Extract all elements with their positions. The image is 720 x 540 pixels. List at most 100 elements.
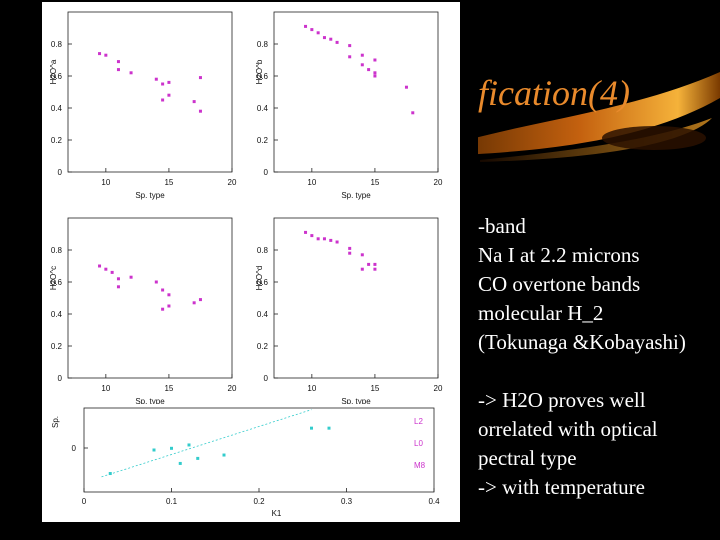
data-point — [348, 55, 352, 59]
y-tick-label: 0.6 — [51, 72, 63, 81]
x-tick-label: 0.1 — [166, 497, 178, 506]
chart-panel-4: 0 0.2 0.4 0.6 0.8 10 15 20 Sp. type H2O^d — [248, 208, 460, 410]
data-point — [198, 109, 202, 113]
y-tick-label: 0.2 — [257, 136, 269, 145]
plot-frame — [83, 407, 435, 493]
data-point — [198, 298, 202, 302]
data-point — [167, 80, 171, 84]
data-point — [310, 28, 314, 32]
data-point — [161, 307, 165, 311]
scatter-plot-4: 0 0.2 0.4 0.6 0.8 10 15 20 Sp. type H2O^d — [255, 217, 443, 406]
y-tick-label: 0.8 — [51, 40, 63, 49]
data-point — [192, 100, 196, 104]
slide-edge-mask — [460, 0, 478, 540]
y-tick-label: 0 — [264, 168, 269, 177]
y-tick-label: 0.4 — [51, 104, 63, 113]
y-tick-label: 0 — [264, 374, 269, 383]
y-axis-label: H2O^c — [49, 266, 58, 290]
legend-label: L0 — [414, 439, 423, 448]
data-point — [316, 31, 320, 35]
bullet-line: molecular H_2 — [478, 301, 604, 325]
y-axis-label: H2O^b — [255, 59, 264, 84]
data-point — [367, 262, 371, 266]
data-point — [335, 40, 339, 44]
data-point — [196, 456, 200, 460]
scatter-plot-2: 0 0.2 0.4 0.6 0.8 10 15 20 Sp. type H2O^b — [255, 11, 443, 200]
data-point — [310, 426, 313, 430]
data-point — [167, 93, 171, 97]
data-point — [116, 68, 120, 72]
y-tick-label: 0.2 — [51, 136, 63, 145]
data-point — [104, 267, 108, 271]
data-point — [161, 288, 165, 292]
data-point — [404, 85, 408, 89]
x-tick-label: 0 — [82, 497, 87, 506]
bullet-line: pectral type — [478, 446, 577, 470]
y-tick-label: 0.2 — [257, 342, 269, 351]
data-point — [98, 264, 102, 268]
fit-line — [101, 409, 312, 478]
data-point — [304, 24, 308, 28]
data-point — [329, 238, 333, 242]
bullet-line: Na I at 2.2 microns — [478, 243, 640, 267]
x-tick-label: 10 — [307, 178, 316, 187]
data-point — [348, 44, 352, 48]
x-tick-label: 10 — [101, 384, 110, 393]
bullet-line: -band — [478, 214, 526, 238]
data-point — [373, 267, 377, 271]
y-tick-label: 0.8 — [257, 40, 269, 49]
data-point — [373, 74, 377, 78]
legend-label: M8 — [414, 461, 426, 470]
data-point — [161, 82, 165, 86]
data-point — [116, 285, 120, 289]
title-swoosh-graphic — [440, 72, 720, 162]
data-point — [152, 448, 156, 452]
data-point — [170, 446, 173, 450]
data-point — [373, 262, 377, 266]
y-tick-label: 0.6 — [257, 72, 269, 81]
data-point — [110, 270, 114, 274]
data-point — [360, 53, 364, 57]
data-point — [129, 71, 133, 75]
data-point — [360, 63, 364, 67]
data-point — [116, 60, 120, 64]
data-point — [116, 277, 120, 281]
x-axis-label: K1 — [272, 509, 282, 518]
data-point — [367, 68, 371, 72]
data-point — [154, 77, 158, 81]
x-tick-label: 0.2 — [253, 497, 265, 506]
data-point — [98, 52, 102, 56]
legend-label: L2 — [414, 417, 423, 426]
y-tick-label: 0 — [72, 444, 77, 453]
x-axis-label: Sp. type — [341, 397, 371, 406]
x-tick-label: 0.3 — [341, 497, 353, 506]
chart-panel-5: 0 0.1 0.2 0.3 0.4 0 K1 Sp. L2 L0 M8 — [42, 404, 460, 522]
data-point — [154, 280, 158, 284]
data-point — [322, 36, 326, 40]
y-tick-label: 0.6 — [51, 278, 63, 287]
x-tick-label: 20 — [228, 178, 237, 187]
y-tick-label: 0.4 — [257, 310, 269, 319]
data-point — [129, 275, 133, 279]
x-tick-label: 15 — [370, 178, 379, 187]
data-point — [322, 237, 326, 241]
data-point — [310, 234, 314, 238]
y-axis-label: H2O^a — [49, 59, 58, 84]
y-axis-label: H2O^d — [255, 266, 264, 291]
y-tick-label: 0.2 — [51, 342, 63, 351]
y-tick-label: 0.4 — [257, 104, 269, 113]
y-tick-label: 0.6 — [257, 278, 269, 287]
y-axis-label: Sp. — [51, 416, 60, 428]
plot-frame — [273, 217, 439, 379]
chart-panel-3: 0 0.2 0.4 0.6 0.8 10 15 20 Sp. type H2O^c — [42, 208, 250, 410]
data-point — [104, 53, 108, 57]
data-point — [373, 71, 377, 75]
x-tick-label: 10 — [307, 384, 316, 393]
x-tick-label: 15 — [370, 384, 379, 393]
bullet-list: -band Na I at 2.2 microns CO overtone ba… — [478, 212, 686, 502]
plot-frame — [273, 11, 439, 173]
data-point — [167, 293, 171, 297]
x-axis-label: Sp. type — [135, 191, 165, 200]
data-point — [198, 76, 202, 80]
